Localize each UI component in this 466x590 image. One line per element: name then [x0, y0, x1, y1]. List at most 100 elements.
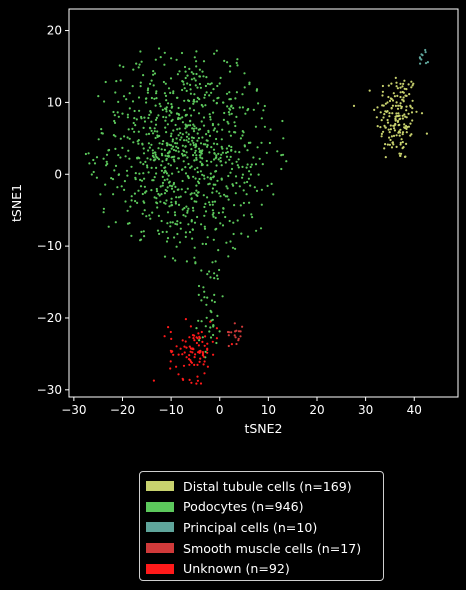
scatter-point [187, 358, 191, 361]
scatter-point [159, 105, 162, 108]
scatter-point [188, 345, 191, 348]
scatter-point [379, 126, 382, 129]
y-axis-label: tSNE1 [9, 184, 24, 222]
scatter-point [245, 166, 248, 169]
scatter-point [177, 106, 180, 110]
scatter-point [183, 139, 186, 142]
scatter-point [171, 257, 175, 260]
scatter-point [132, 141, 135, 144]
scatter-point [123, 180, 126, 183]
scatter-point [181, 144, 184, 147]
scatter-point [171, 140, 174, 143]
scatter-point [147, 132, 151, 135]
x-tick-label: 20 [309, 403, 324, 417]
scatter-point [212, 88, 215, 91]
scatter-point [170, 351, 173, 354]
scatter-point [179, 131, 182, 135]
scatter-point [234, 175, 238, 178]
scatter-point [185, 139, 188, 142]
scatter-point [119, 156, 122, 159]
scatter-point [426, 61, 429, 64]
scatter-point [221, 151, 224, 154]
scatter-point [160, 148, 163, 151]
scatter-point [190, 148, 193, 151]
scatter-point [196, 363, 199, 366]
scatter-point [206, 273, 209, 276]
scatter-point [402, 82, 405, 85]
scatter-point [227, 174, 230, 178]
scatter-point [389, 124, 392, 127]
scatter-point [198, 75, 202, 78]
scatter-point [201, 136, 204, 139]
scatter-point [145, 133, 148, 136]
scatter-point [126, 209, 129, 212]
scatter-point [395, 145, 398, 148]
scatter-point [225, 92, 229, 95]
scatter-point [155, 197, 158, 200]
scatter-point [113, 121, 117, 124]
scatter-point [235, 160, 238, 163]
scatter-point [403, 79, 406, 82]
scatter-point [233, 121, 236, 124]
scatter-point [201, 173, 204, 176]
scatter-point [134, 172, 137, 175]
scatter-point [157, 147, 160, 150]
scatter-point [154, 153, 157, 156]
scatter-point [225, 241, 228, 244]
scatter-point [237, 158, 240, 161]
scatter-point [424, 62, 428, 65]
scatter-point [394, 76, 397, 79]
scatter-point [206, 196, 209, 199]
scatter-point [194, 149, 197, 152]
scatter-point [239, 330, 242, 333]
scatter-point [187, 176, 190, 180]
scatter-point [213, 127, 216, 130]
scatter-point [169, 91, 172, 94]
scatter-point [195, 341, 198, 345]
scatter-point [235, 342, 238, 346]
scatter-point [170, 201, 173, 204]
scatter-point [186, 156, 189, 159]
scatter-point [248, 201, 251, 204]
scatter-point [210, 311, 213, 314]
scatter-point [142, 163, 145, 166]
scatter-point [137, 66, 140, 69]
scatter-point [165, 240, 169, 243]
scatter-point [184, 215, 187, 218]
scatter-point [140, 230, 143, 233]
scatter-point [391, 104, 394, 107]
scatter-point [241, 134, 244, 137]
scatter-point [138, 63, 141, 66]
scatter-point [176, 128, 179, 131]
scatter-point [405, 105, 408, 108]
scatter-point [190, 197, 193, 200]
scatter-point [282, 137, 285, 140]
scatter-point [396, 94, 399, 97]
scatter-point [230, 148, 233, 152]
scatter-point [392, 143, 395, 146]
scatter-point [124, 200, 127, 203]
scatter-point [177, 373, 180, 376]
scatter-point [381, 84, 384, 88]
scatter-point [190, 219, 193, 222]
scatter-point [386, 118, 389, 122]
scatter-point [172, 129, 175, 132]
scatter-point [171, 145, 175, 148]
scatter-point [229, 171, 232, 174]
legend-item: Principal cells (n=10) [146, 517, 377, 538]
scatter-point [405, 94, 408, 97]
scatter-point [148, 146, 151, 149]
scatter-point [174, 185, 177, 188]
scatter-point [260, 117, 263, 120]
scatter-point [206, 164, 209, 167]
scatter-point [132, 121, 135, 125]
scatter-point [173, 236, 176, 239]
legend-label: Unknown (n=92) [183, 561, 290, 577]
scatter-point [191, 237, 194, 240]
scatter-point [220, 164, 223, 167]
scatter-point [208, 151, 211, 154]
scatter-point [190, 165, 193, 168]
scatter-point [171, 155, 174, 159]
scatter-point [255, 189, 259, 192]
scatter-point [196, 375, 199, 378]
